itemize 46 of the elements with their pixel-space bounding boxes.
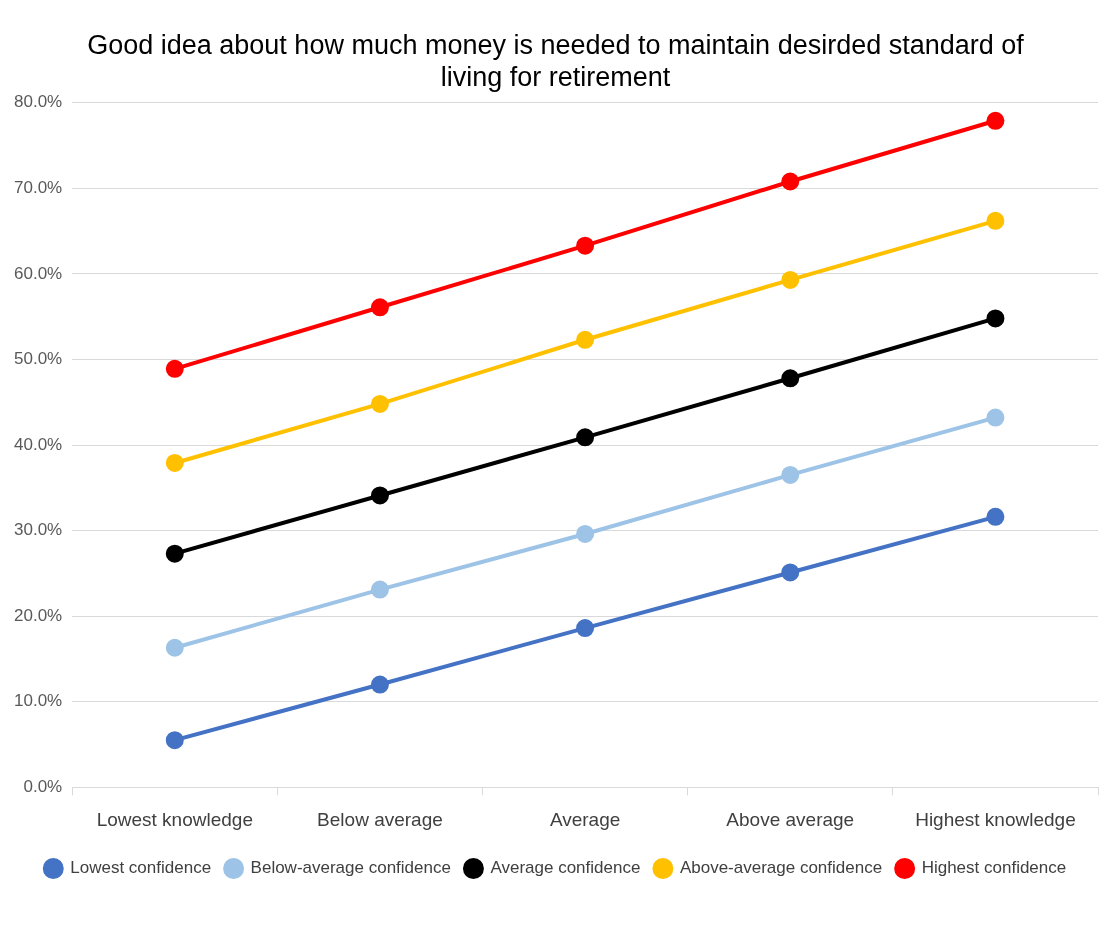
legend-label: Average confidence — [490, 858, 641, 878]
point — [986, 111, 1005, 130]
point — [986, 507, 1005, 526]
point — [165, 359, 184, 378]
text: Good idea about how much money is needed to maintain desirded standard of — [87, 29, 1024, 60]
y-tick-label: 30.0% — [14, 520, 63, 540]
point — [370, 580, 389, 599]
y-tick-label: 80.0% — [14, 92, 63, 112]
legend-label: Highest confidence — [921, 858, 1067, 878]
point — [781, 270, 800, 289]
point — [781, 172, 800, 191]
point — [986, 211, 1005, 230]
x-tick-label: Below average — [317, 808, 443, 830]
point — [576, 619, 595, 638]
x-tick-label: Above average — [726, 808, 855, 830]
y-tick-label: 20.0% — [14, 605, 63, 625]
point — [986, 408, 1005, 427]
y-tick-label: 0.0% — [23, 776, 63, 796]
y-tick-label: 70.0% — [14, 178, 63, 198]
point — [165, 544, 184, 563]
x-tick-label: Highest knowledge — [915, 808, 1076, 830]
y-tick-label: 10.0% — [14, 691, 63, 711]
y-tick-label: 40.0% — [14, 434, 63, 454]
point — [370, 675, 389, 694]
point — [165, 638, 184, 657]
x-tick-label: Lowest knowledge — [96, 808, 253, 830]
legend-label: Below-average confidence — [250, 858, 451, 878]
point — [165, 731, 184, 750]
point — [781, 369, 800, 388]
legend-label: Above-average confidence — [679, 858, 883, 878]
x-tick-label: Average — [549, 808, 621, 830]
point — [576, 428, 595, 447]
y-tick-label: 50.0% — [14, 349, 63, 369]
point — [576, 236, 595, 255]
point — [781, 465, 800, 484]
point — [576, 524, 595, 543]
y-tick-label: 60.0% — [14, 263, 63, 283]
point — [165, 453, 184, 472]
point — [986, 309, 1005, 328]
point — [370, 298, 389, 317]
point — [370, 486, 389, 505]
point — [576, 330, 595, 349]
point — [370, 394, 389, 413]
legend-label: Lowest confidence — [70, 858, 212, 878]
point — [781, 563, 800, 582]
text: living for retirement — [440, 62, 671, 93]
